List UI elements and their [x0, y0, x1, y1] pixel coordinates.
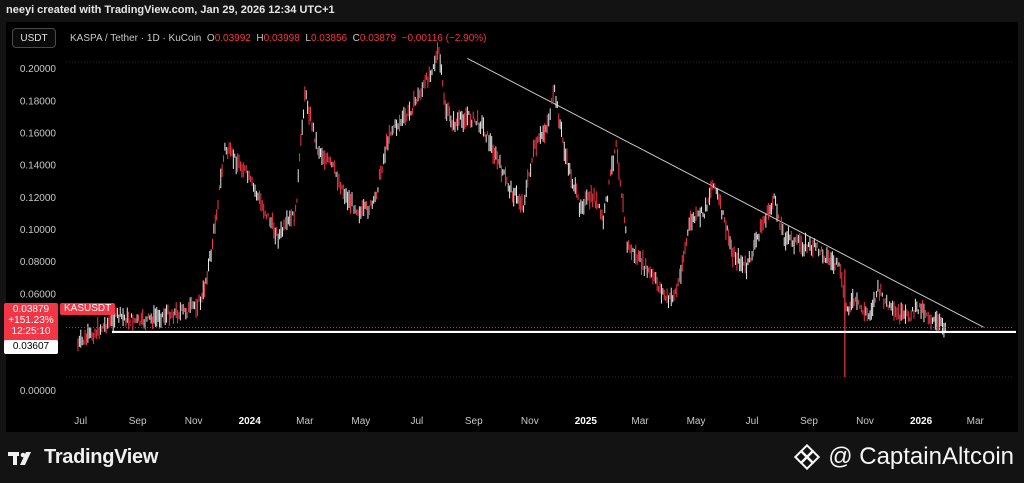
- x-tick-label: Jul: [74, 416, 87, 427]
- y-tick-label: 0.16000: [20, 128, 57, 139]
- y-tick-label: 0.12000: [20, 193, 57, 204]
- x-tick-label: Mar: [631, 416, 649, 427]
- currency-button[interactable]: USDT: [12, 28, 56, 48]
- last-price-value: 0.03879: [12, 304, 50, 315]
- x-tick-label: 2026: [910, 416, 933, 427]
- diamond-logo-icon: [794, 444, 821, 470]
- chart-panel[interactable]: USDT KASPA / Tether · 1D · KuCoin O0.039…: [6, 22, 1018, 432]
- last-price-tag: 0.03879 +151.23% 12:25:10: [4, 303, 58, 347]
- low-value: 0.03856: [310, 33, 348, 44]
- x-tick-label: Mar: [296, 416, 314, 427]
- open-label: O: [206, 33, 215, 44]
- close-value: 0.03879: [359, 33, 397, 44]
- y-tick-label: 0.08000: [20, 257, 57, 268]
- symbol-legend: KASPA / Tether · 1D · KuCoin O0.03992 H0…: [70, 33, 487, 44]
- high-label: H: [256, 33, 264, 44]
- percent-change-value: +151.23%: [8, 315, 54, 326]
- x-tick-label: Nov: [856, 416, 874, 427]
- x-tick-label: Sep: [800, 416, 818, 427]
- low-label: L: [305, 33, 311, 44]
- y-tick-label: 0.18000: [20, 96, 57, 107]
- y-tick-label: 0.20000: [20, 64, 57, 75]
- x-tick-label: Jul: [410, 416, 423, 427]
- tradingview-brand: TradingView: [8, 446, 158, 469]
- x-tick-label: Nov: [185, 416, 203, 427]
- credit-header: neeyi created with TradingView.com, Jan …: [6, 4, 335, 16]
- high-value: 0.03998: [263, 33, 300, 44]
- trendline: [467, 57, 984, 328]
- change-value: −0.00116 (−2.90%): [401, 33, 487, 44]
- open-value: 0.03992: [214, 33, 251, 44]
- x-tick-label: 2024: [239, 416, 262, 427]
- captainaltcoin-watermark: @ CaptainAltcoin: [794, 443, 1014, 471]
- x-tick-label: Mar: [967, 416, 985, 427]
- symbol-tag: KASUSDT: [60, 303, 116, 315]
- y-tick-label: 0.14000: [20, 161, 57, 172]
- x-tick-label: May: [687, 416, 706, 427]
- x-tick-label: 2025: [575, 416, 598, 427]
- symbol-name: KASPA / Tether · 1D · KuCoin: [70, 33, 202, 44]
- x-tick-label: Sep: [129, 416, 147, 427]
- y-tick-label: 0.00000: [20, 386, 57, 397]
- tradingview-wordmark: TradingView: [44, 446, 159, 468]
- bar-countdown: 12:25:10: [11, 326, 51, 337]
- tradingview-logo-icon: [8, 451, 31, 465]
- close-label: C: [352, 33, 360, 44]
- horizontal-level-tag: 0.03607: [4, 340, 58, 354]
- x-tick-label: May: [351, 416, 370, 427]
- x-tick-label: Jul: [746, 416, 759, 427]
- y-tick-label: 0.10000: [20, 225, 57, 236]
- x-tick-label: Sep: [465, 416, 483, 427]
- y-tick-label: 0.06000: [20, 289, 57, 300]
- x-tick-label: Nov: [521, 416, 539, 427]
- watermark-text: @ CaptainAltcoin: [828, 443, 1014, 470]
